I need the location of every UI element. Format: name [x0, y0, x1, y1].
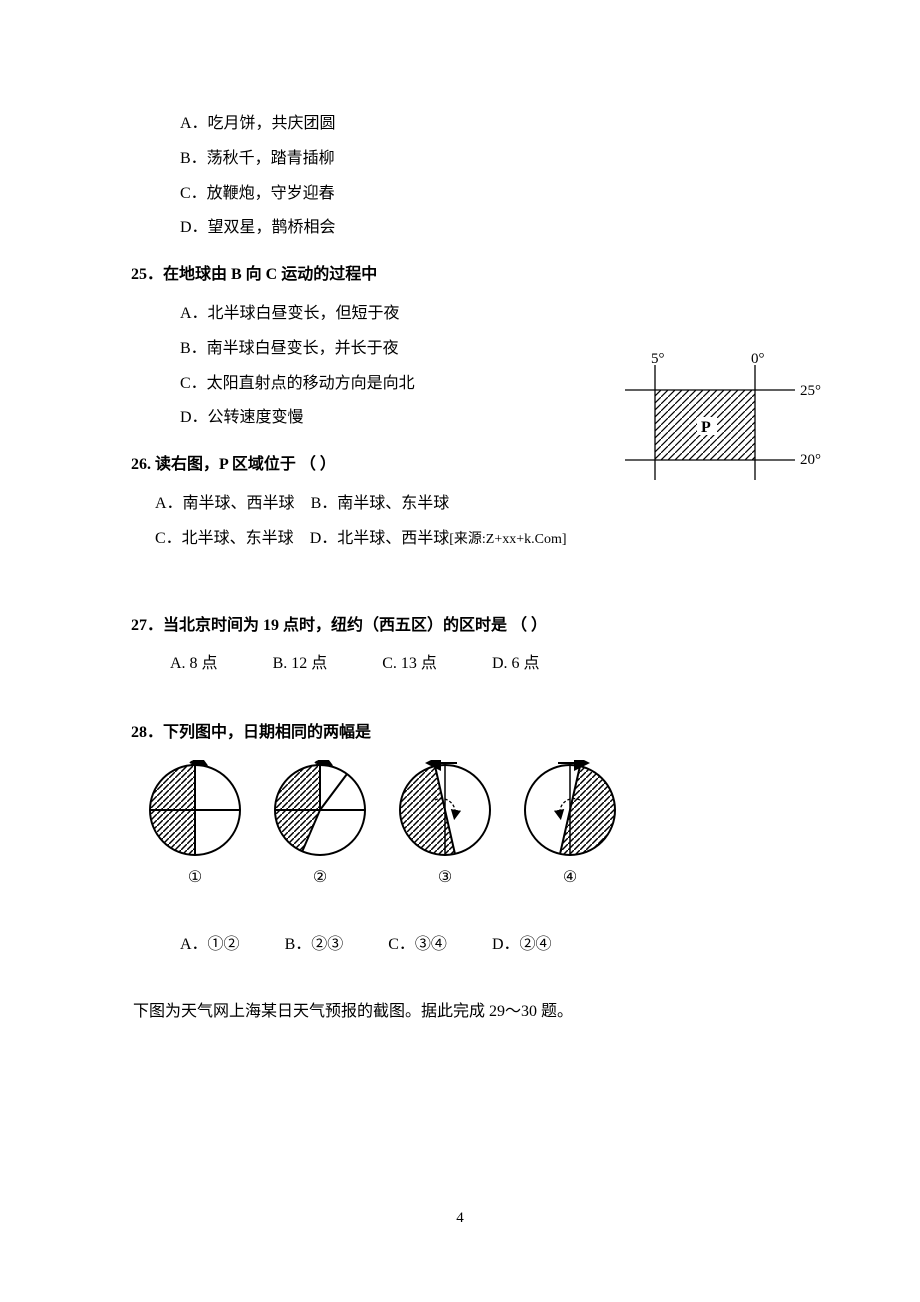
q28-opt-b: B．②③ — [285, 931, 344, 960]
q26-opt-d: D．北半球、西半球 — [310, 530, 450, 547]
q29-intro: 下图为天气网上海某日天气预报的截图。据此完成 29～30 题。 — [133, 998, 790, 1027]
lon-5: 5° — [651, 351, 665, 367]
q28-header: 28．下列图中，日期相同的两幅是 — [131, 719, 790, 748]
q28-opt-c: C．③④ — [388, 931, 447, 960]
q28-label-2: ② — [313, 864, 327, 893]
q26-opt-b: B．南半球、东半球 — [311, 495, 450, 512]
q28-fig-4: ④ — [520, 760, 620, 893]
q24-opt-c: C．放鞭炮，守岁迎春 — [180, 180, 790, 209]
q28-fig-2: ② — [270, 760, 370, 893]
q27-opt-a: A. 8 点 — [170, 650, 218, 679]
q28-opt-d: D．②④ — [492, 931, 552, 960]
q26-source: [来源:Z+xx+k.Com] — [449, 532, 566, 547]
q24-options: A．吃月饼，共庆团圆 B．荡秋千，踏青插柳 C．放鞭炮，守岁迎春 D．望双星，鹊… — [180, 110, 790, 243]
q28-label-4: ④ — [563, 864, 577, 893]
page-number: 4 — [456, 1205, 464, 1232]
q26-figure: 5° 0° 25° 20° P — [605, 355, 825, 490]
q26-opt-a: A．南半球、西半球 — [155, 495, 295, 512]
q26-opt-c: C．北半球、东半球 — [155, 530, 294, 547]
q24-opt-a: A．吃月饼，共庆团圆 — [180, 110, 790, 139]
lat-20: 20° — [800, 452, 821, 468]
q24-opt-d: D．望双星，鹊桥相会 — [180, 214, 790, 243]
q27-opt-d: D. 6 点 — [492, 650, 540, 679]
q26-options: A．南半球、西半球 B．南半球、东半球 C．北半球、东半球 D．北半球、西半球[… — [155, 490, 790, 554]
q25-header: 25．在地球由 B 向 C 运动的过程中 — [131, 261, 790, 290]
q27-opt-c: C. 13 点 — [382, 650, 437, 679]
q28-options: A．①② B．②③ C．③④ D．②④ — [180, 931, 790, 960]
q28-label-1: ① — [188, 864, 202, 893]
q25-opt-a: A．北半球白昼变长，但短于夜 — [180, 300, 790, 329]
q27-opt-b: B. 12 点 — [273, 650, 328, 679]
q28-fig-1: ① — [145, 760, 245, 893]
q27-options: A. 8 点 B. 12 点 C. 13 点 D. 6 点 — [170, 650, 790, 679]
q27-header: 27．当北京时间为 19 点时，纽约（西五区）的区时是 （ ） — [131, 612, 790, 641]
q28-label-3: ③ — [438, 864, 452, 893]
q28-figures: ① ② ③ — [145, 760, 790, 893]
label-p: P — [701, 419, 711, 436]
lon-0: 0° — [751, 351, 765, 367]
lat-25: 25° — [800, 383, 821, 399]
q24-opt-b: B．荡秋千，踏青插柳 — [180, 145, 790, 174]
q28-fig-3: ③ — [395, 760, 495, 893]
q28-opt-a: A．①② — [180, 931, 240, 960]
